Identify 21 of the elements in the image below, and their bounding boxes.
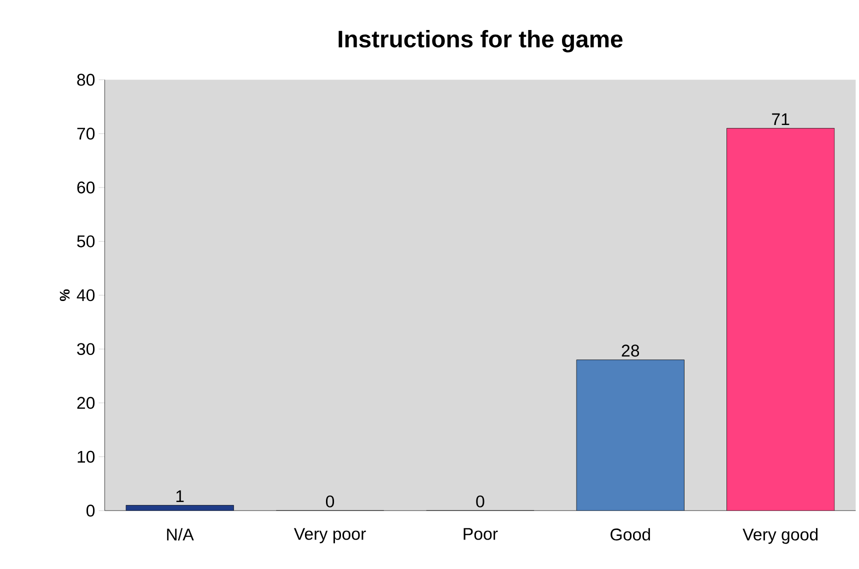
x-tick-label: Very poor	[294, 528, 366, 543]
data-label: 71	[772, 113, 790, 125]
y-tick-label: 20	[77, 396, 95, 409]
y-tick-label: 60	[77, 181, 95, 194]
chart-title: Instructions for the game	[338, 30, 622, 52]
x-tick-label: Very good	[742, 528, 818, 544]
y-tick-label: 70	[77, 127, 95, 140]
y-axis-title: %	[60, 289, 70, 301]
y-tick-label: 40	[76, 288, 95, 301]
x-tick-label: N/A	[167, 528, 194, 540]
y-tick-label: 30	[77, 342, 95, 355]
data-label: 0	[326, 495, 334, 508]
y-tick-label: 80	[77, 74, 95, 86]
x-tick-label: Poor	[464, 528, 498, 540]
y-tick-label: 50	[77, 235, 95, 248]
data-label: 28	[622, 344, 640, 356]
y-tick-label: 10	[78, 450, 95, 463]
data-label: 1	[176, 490, 184, 502]
data-label: 0	[476, 495, 484, 508]
y-tick-label: 0	[86, 504, 95, 516]
x-tick-label: Good	[610, 528, 650, 540]
